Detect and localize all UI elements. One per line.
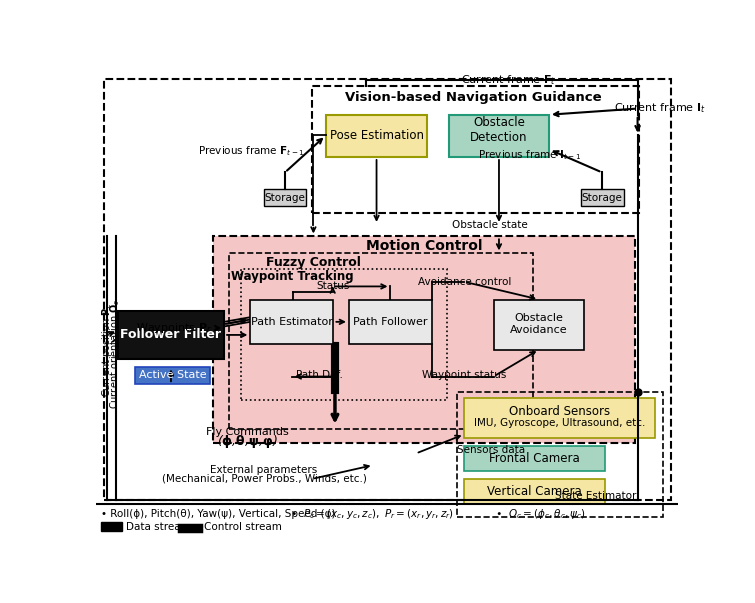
- Text: • Roll(ϕ), Pitch(θ), Yaw(ψ), Vertical, Speed (φ): • Roll(ϕ), Pitch(θ), Yaw(ψ), Vertical, S…: [101, 508, 335, 519]
- Bar: [312, 86, 639, 213]
- Bar: [464, 479, 606, 504]
- Bar: [264, 189, 307, 206]
- Text: Status: Status: [316, 282, 350, 291]
- Bar: [101, 522, 122, 531]
- Text: Fly Commands: Fly Commands: [206, 427, 288, 437]
- Text: Frontal Camera: Frontal Camera: [489, 452, 580, 465]
- Bar: [349, 300, 432, 344]
- Text: Onboard Sensors: Onboard Sensors: [509, 405, 610, 418]
- Text: Sensors data: Sensors data: [457, 444, 525, 455]
- Bar: [457, 392, 663, 517]
- Text: Vertical Camera: Vertical Camera: [487, 485, 582, 497]
- Text: Path Estimator: Path Estimator: [251, 317, 333, 327]
- Text: Motion Control: Motion Control: [366, 239, 482, 253]
- Text: Storage: Storage: [264, 193, 305, 203]
- Bar: [464, 398, 655, 438]
- Text: Current position $\mathbf{P}_c$: Current position $\mathbf{P}_c$: [100, 302, 114, 397]
- Text: $\bullet$  $O_c = (\phi_c, \theta_c, \psi_c)$: $\bullet$ $O_c = (\phi_c, \theta_c, \psi…: [495, 507, 586, 520]
- Text: Obstacle
Detection: Obstacle Detection: [470, 116, 528, 144]
- Text: Waypoint Tracking: Waypoint Tracking: [231, 270, 354, 283]
- Text: Data stream: Data stream: [125, 522, 190, 532]
- Text: Control stream: Control stream: [204, 522, 282, 532]
- Bar: [134, 367, 210, 384]
- Text: Storage: Storage: [581, 193, 623, 203]
- Text: Obstacle state: Obstacle state: [452, 220, 528, 230]
- Text: Path Follower: Path Follower: [353, 317, 427, 327]
- Bar: [464, 446, 606, 471]
- Text: Current orientation $\mathbf{O}_c$: Current orientation $\mathbf{O}_c$: [109, 298, 122, 409]
- Text: Current frame $\mathbf{I}_t$: Current frame $\mathbf{I}_t$: [614, 102, 705, 115]
- Text: Pose Estimation: Pose Estimation: [329, 129, 424, 142]
- Text: $\bullet$  $P_c = (x_c, y_c, z_c),\ P_r = (x_r, y_r, z_r)$: $\bullet$ $P_c = (x_c, y_c, z_c),\ P_r =…: [291, 507, 455, 520]
- Text: Active State: Active State: [139, 370, 206, 380]
- Text: Path Def.: Path Def.: [296, 370, 343, 380]
- Text: State Estimator: State Estimator: [556, 491, 636, 501]
- Bar: [250, 300, 334, 344]
- Text: Previous frame $\mathbf{I}_{t-1}$: Previous frame $\mathbf{I}_{t-1}$: [478, 148, 581, 162]
- Text: (Mechanical, Power Probs., Winds, etc.): (Mechanical, Power Probs., Winds, etc.): [162, 474, 367, 484]
- Text: Current frame $\mathbf{F}_t$: Current frame $\mathbf{F}_t$: [461, 73, 556, 87]
- Text: Waypoints $\mathbf{P}_r$: Waypoints $\mathbf{P}_r$: [136, 321, 211, 335]
- Text: Vision-based Navigation Guidance: Vision-based Navigation Guidance: [345, 90, 602, 104]
- Text: Waypoint status: Waypoint status: [422, 370, 507, 380]
- Text: External parameters: External parameters: [211, 465, 318, 475]
- Bar: [325, 115, 427, 157]
- Text: Follower Filter: Follower Filter: [121, 329, 221, 341]
- Text: Avoidance control: Avoidance control: [418, 277, 511, 287]
- Text: ($\mathbf{\phi}$,$\mathbf{\theta}$,$\mathbf{\psi}$,$\mathbf{\varphi}$): ($\mathbf{\phi}$,$\mathbf{\theta}$,$\mat…: [217, 434, 278, 450]
- Bar: [229, 253, 533, 429]
- Text: Fuzzy Control: Fuzzy Control: [266, 256, 361, 269]
- Bar: [494, 300, 584, 350]
- Bar: [449, 115, 549, 157]
- Text: Previous frame $\mathbf{F}_{t-1}$: Previous frame $\mathbf{F}_{t-1}$: [198, 144, 304, 158]
- Bar: [581, 189, 624, 206]
- Bar: [214, 236, 635, 443]
- Bar: [241, 269, 448, 400]
- Bar: [118, 311, 224, 359]
- Text: Obstacle
Avoidance: Obstacle Avoidance: [510, 314, 568, 335]
- Text: IMU, Gyroscope, Ultrasound, etc.: IMU, Gyroscope, Ultrasound, etc.: [474, 418, 646, 428]
